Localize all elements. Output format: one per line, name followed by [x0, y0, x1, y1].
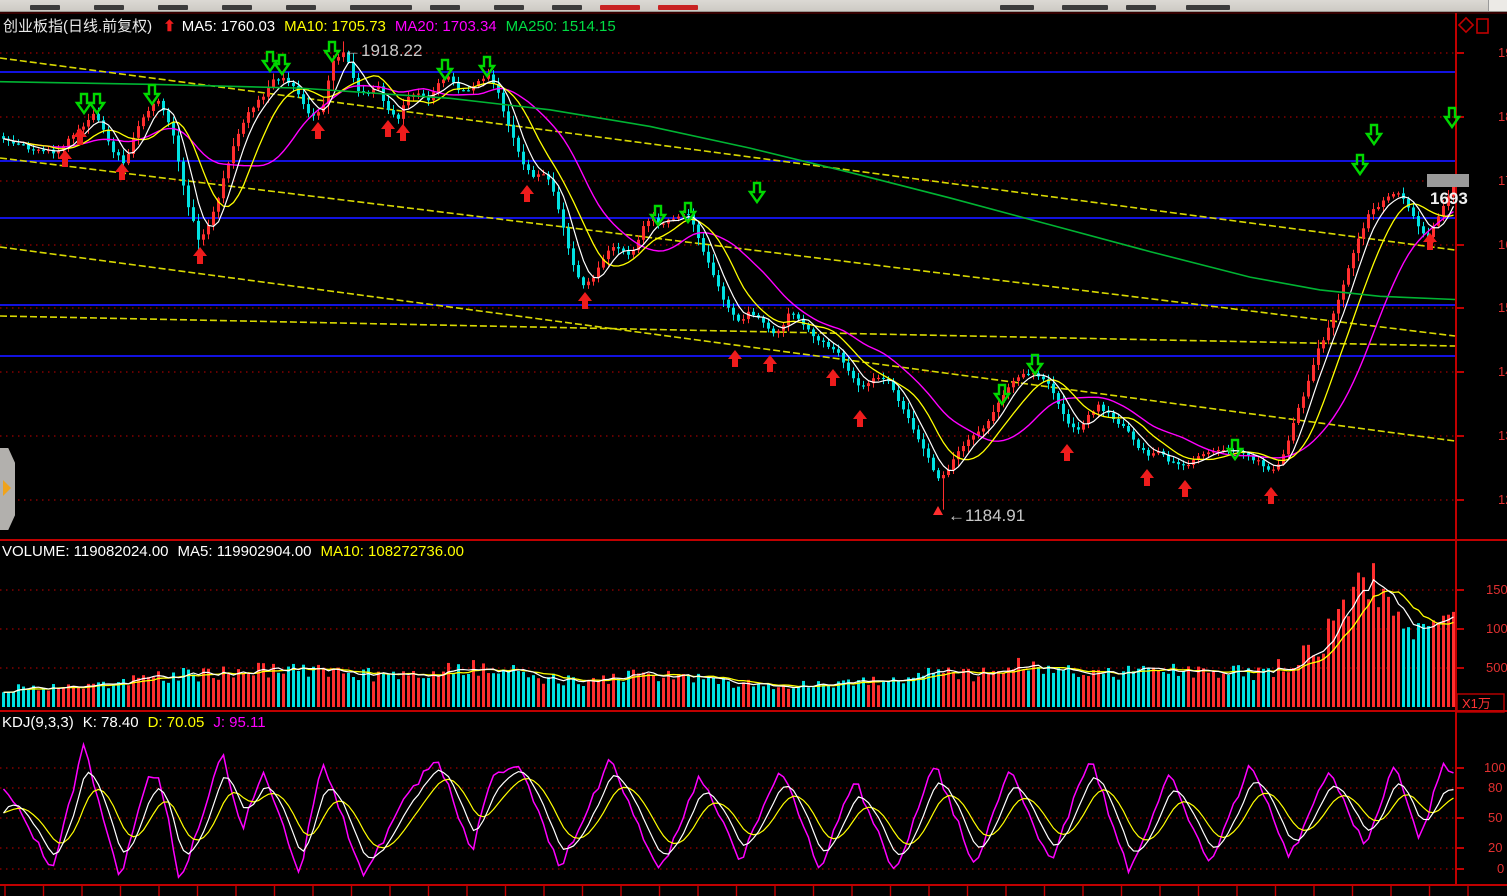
menu-item[interactable] — [222, 5, 252, 10]
ma-value-label: MA250: 1514.15 — [505, 18, 616, 35]
kdj-j-line — [2, 741, 1454, 879]
volume-unit-label: X1万 — [1456, 693, 1505, 713]
instrument-title: 创业板指(日线.前复权) — [3, 18, 153, 35]
kdj-value-label: D: 70.05 — [147, 714, 205, 731]
axis-tick-label: 1200 — [1498, 492, 1507, 507]
axis-tick-label: 1400 — [1498, 364, 1507, 379]
volume-ma5-line — [3, 578, 1454, 693]
menu-item[interactable] — [1062, 5, 1108, 10]
menu-item[interactable] — [30, 5, 60, 10]
axis-tick-label: 50 — [1488, 810, 1503, 825]
ma250-line — [0, 80, 1456, 301]
diamond-icon — [1457, 16, 1475, 34]
ma5-line — [3, 61, 1455, 472]
menu-bar[interactable] — [0, 0, 1507, 12]
axis-tick-label: 0 — [1497, 861, 1505, 876]
kdj-header: KDJ(9,3,3) K: 78.40 D: 70.05 J: 95.11 — [2, 714, 284, 731]
axis-tick-label: 1800 — [1498, 109, 1507, 124]
chart-corner-icons[interactable] — [1457, 16, 1489, 34]
ma-value-label: MA10: 1705.73 — [284, 18, 386, 35]
axis-tick-label: 80 — [1488, 780, 1503, 795]
volume-bars — [2, 563, 1455, 707]
svg-text:X1万: X1万 — [1462, 696, 1491, 711]
menu-item[interactable] — [94, 5, 124, 10]
menu-item[interactable] — [286, 5, 316, 10]
axis-tick-label: 1600 — [1498, 237, 1507, 252]
volume-value-label: VOLUME: 119082024.00 — [2, 543, 169, 560]
panel-frames — [0, 12, 1507, 896]
kdj-value-label: KDJ(9,3,3) — [2, 714, 74, 731]
sidebar-toggle-handle[interactable] — [0, 448, 15, 530]
kdj-d-line — [3, 777, 1454, 849]
volume-value-label: MA10: 108272736.00 — [320, 543, 464, 560]
trend-channel-line — [0, 315, 1456, 347]
kdj-value-label: K: 78.40 — [82, 714, 139, 731]
kdj-value-label: J: 95.11 — [213, 714, 266, 731]
main-chart-header: 创业板指(日线.前复权) ⬆ MA5: 1760.03 MA10: 1705.73 MA… — [3, 15, 634, 36]
ma-value-label: MA20: 1703.34 — [394, 18, 497, 35]
menu-item[interactable] — [552, 5, 582, 10]
price-annotations: ←1918.22 ←1184.91 1693 — [344, 41, 1468, 525]
axis-tick-label: 5000 — [1486, 660, 1507, 675]
svg-text:←1918.22: ←1918.22 — [344, 41, 422, 60]
axis-tick-label: 100 — [1484, 760, 1506, 775]
trend-channel-line — [0, 157, 1456, 337]
gridlines — [0, 52, 1464, 870]
menu-item[interactable] — [494, 5, 524, 10]
volume-value-label: MA5: 119902904.00 — [177, 543, 312, 560]
axis-tick-label: 15000 — [1486, 582, 1507, 597]
menu-item-highlight[interactable] — [600, 5, 640, 10]
ma20-line — [3, 84, 1454, 459]
sell-signal-arrows — [74, 40, 1462, 462]
svg-text:1693: 1693 — [1430, 189, 1468, 208]
volume-header: VOLUME: 119082024.00 MA5: 119902904.00 MA1… — [2, 543, 482, 560]
kdj-k-line — [3, 769, 1454, 859]
ma10-line — [3, 75, 1454, 462]
axis-tick-label: 1700 — [1498, 173, 1507, 188]
menu-bar-cap — [1488, 0, 1507, 11]
menu-item[interactable] — [430, 5, 460, 10]
trend-channel-line — [0, 246, 1456, 442]
menu-item[interactable] — [1186, 5, 1230, 10]
candlesticks — [2, 41, 1455, 510]
trend-channel-line — [0, 57, 1456, 251]
axis-tick-label: 1500 — [1498, 300, 1507, 315]
buy-signal-arrows — [58, 120, 1437, 504]
volume-ma10-line — [3, 590, 1454, 693]
menu-item[interactable] — [1126, 5, 1156, 10]
axis-tick-label: 10000 — [1486, 621, 1507, 636]
menu-item[interactable] — [158, 5, 188, 10]
axis-tick-label: 20 — [1488, 840, 1503, 855]
menu-item[interactable] — [1000, 5, 1034, 10]
last-price-tag — [1427, 174, 1469, 187]
square-icon — [1476, 18, 1489, 34]
expand-arrow-icon — [3, 480, 11, 496]
ma-value-label: MA5: 1760.03 — [181, 18, 276, 35]
menu-item-highlight[interactable] — [658, 5, 698, 10]
axis-tick-label: 1900 — [1498, 45, 1507, 60]
axis-tick-label: 1300 — [1498, 428, 1507, 443]
buy-arrow-icon: ⬆ — [163, 18, 176, 35]
menu-item[interactable] — [350, 5, 412, 10]
svg-text:←1184.91: ←1184.91 — [948, 506, 1025, 525]
